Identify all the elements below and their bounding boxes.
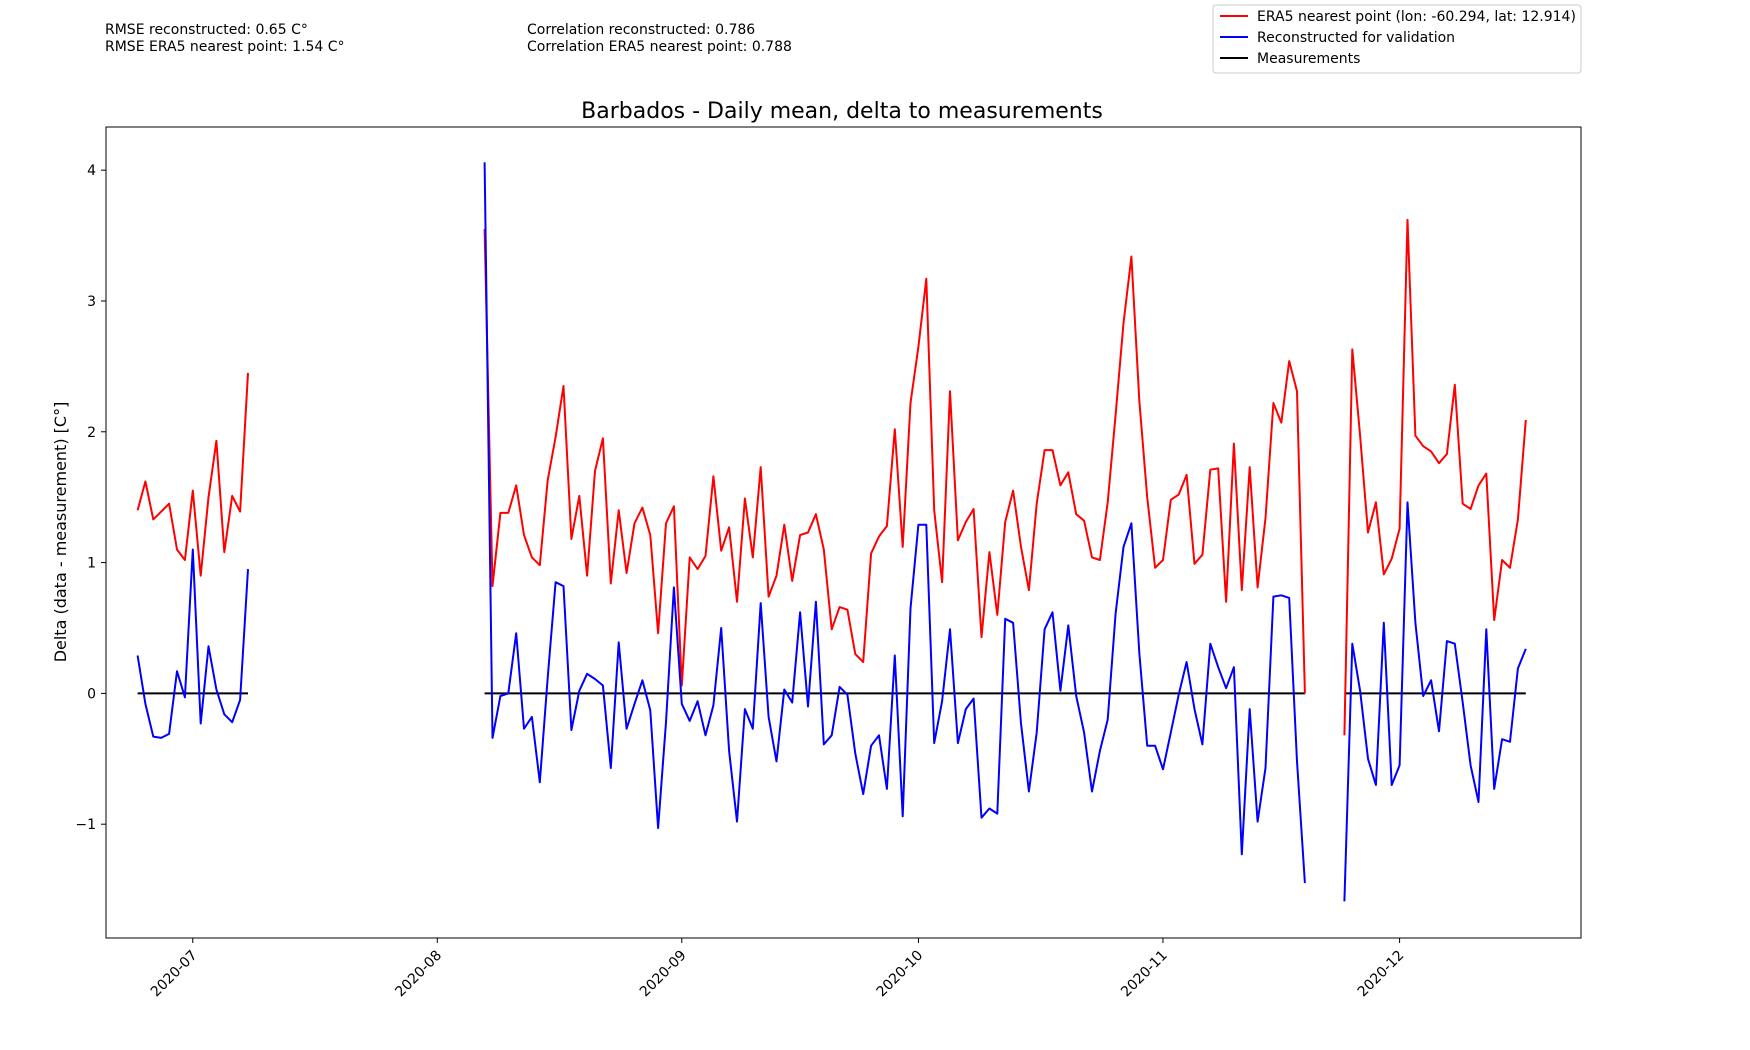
series-line-0-segment-1: [483, 228, 1306, 694]
series-line-0-segment-2: [1343, 218, 1527, 736]
correlation-era5-text: Correlation ERA5 nearest point: 0.788: [527, 39, 792, 55]
x-tick-label: 2020-07: [148, 948, 201, 1001]
x-tick-label: 2020-09: [637, 948, 690, 1001]
series-line-1-segment-0: [136, 548, 249, 739]
y-tick-label: 2: [87, 425, 96, 441]
x-tick-label: 2020-12: [1355, 948, 1408, 1001]
correlation-reconstructed-text: Correlation reconstructed: 0.786: [527, 22, 756, 38]
chart-title: Barbados - Daily mean, delta to measurem…: [581, 99, 1103, 124]
plot-frame: [105, 126, 1582, 939]
legend-label: Reconstructed for validation: [1257, 30, 1455, 46]
x-tick-label: 2020-11: [1118, 948, 1171, 1001]
x-tick-label: 2020-08: [392, 948, 445, 1001]
legend-box: [1212, 4, 1582, 74]
y-tick-label: 1: [87, 556, 96, 572]
y-tick-label: 0: [87, 686, 96, 702]
y-tick-label: 4: [87, 163, 96, 179]
series-line-0-segment-0: [136, 372, 249, 577]
y-axis-label: Delta (data - measurement) [C°]: [51, 402, 70, 663]
rmse-era5-text: RMSE ERA5 nearest point: 1.54 C°: [105, 39, 345, 55]
legend-label: Measurements: [1257, 51, 1360, 67]
series-line-1-segment-2: [1343, 501, 1527, 902]
rmse-reconstructed-text: RMSE reconstructed: 0.65 C°: [105, 22, 308, 38]
x-tick-label: 2020-10: [874, 948, 927, 1001]
y-tick-label: −1: [75, 817, 96, 833]
y-tick-label: 3: [87, 294, 96, 310]
legend: ERA5 nearest point (lon: -60.294, lat: 1…: [1212, 4, 1582, 74]
series-line-1-segment-1: [483, 162, 1306, 884]
legend-label: ERA5 nearest point (lon: -60.294, lat: 1…: [1257, 9, 1576, 25]
